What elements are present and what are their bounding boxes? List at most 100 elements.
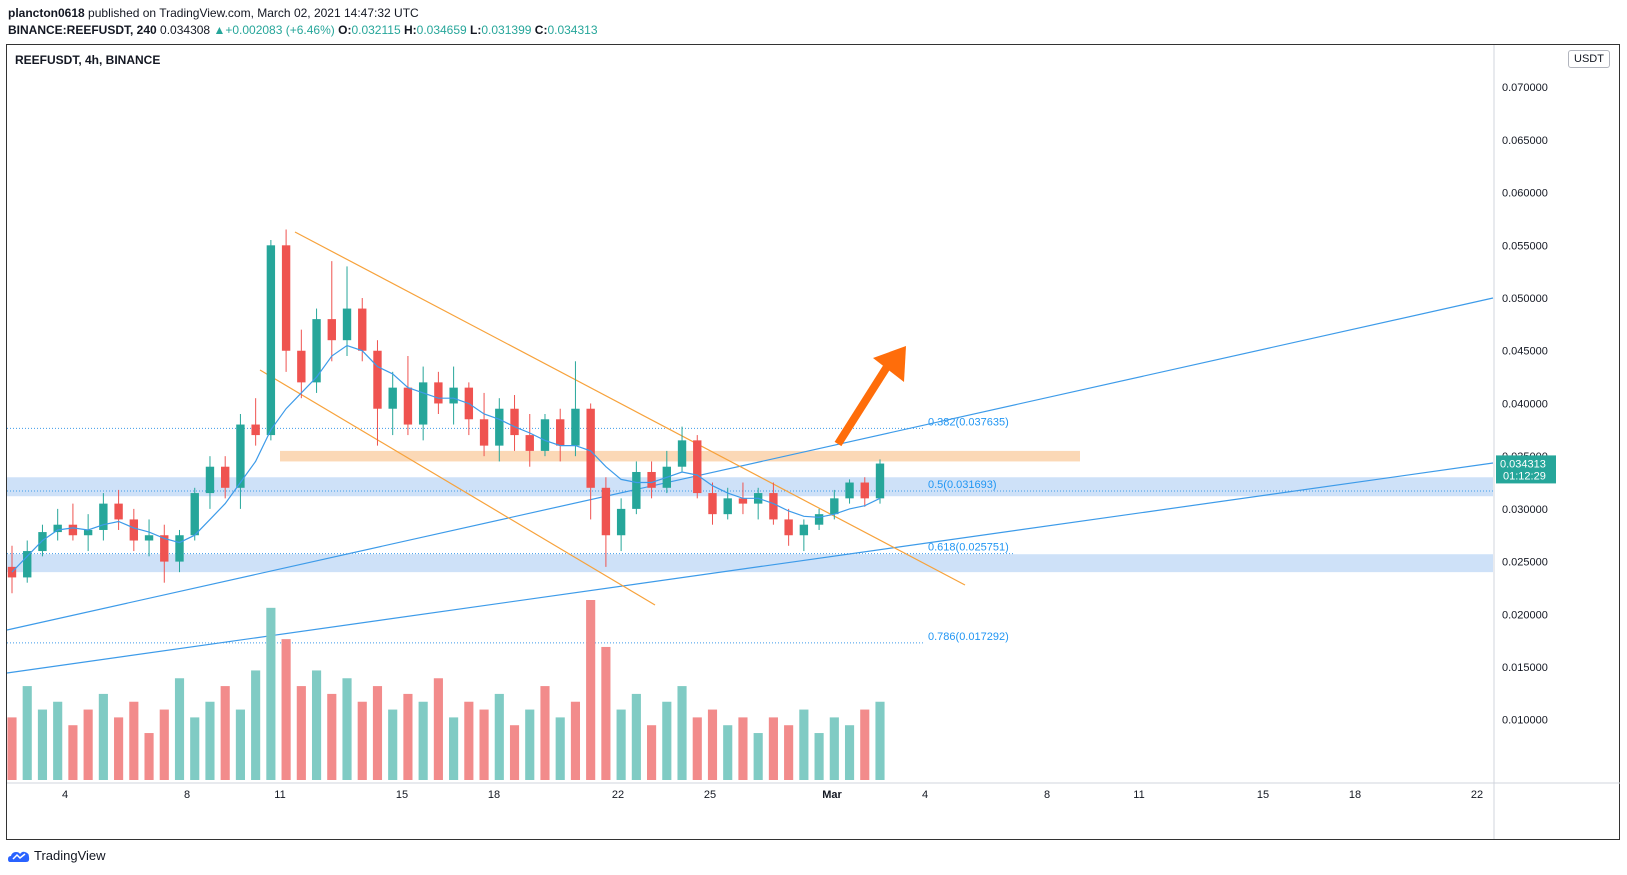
volume-bar (662, 701, 672, 780)
up-arrow-icon: ▲ (213, 23, 226, 37)
price-tick-label: 0.045000 (1502, 346, 1548, 358)
price-tick-label: 0.040000 (1502, 398, 1548, 410)
candle-body (616, 508, 626, 536)
candle-body (281, 245, 291, 351)
candle-body (845, 482, 854, 499)
candle-body (708, 493, 717, 515)
volume-bar (403, 693, 413, 780)
volume-bar (875, 701, 885, 780)
tradingview-cloud-icon (8, 851, 30, 862)
close-value: 0.034313 (547, 23, 598, 37)
candle-body (251, 424, 260, 436)
volume-bar (570, 701, 581, 780)
time-tick-label: Mar (822, 789, 842, 801)
volume-bar (22, 686, 32, 780)
candle-body (723, 498, 732, 515)
volume-bar (464, 701, 474, 780)
open-label: O: (338, 23, 352, 37)
volume-bar (738, 717, 748, 780)
volume-bar (190, 717, 200, 780)
candle-body (495, 408, 504, 446)
volume-bar (159, 709, 169, 780)
candle-body (114, 503, 123, 520)
volume-bar (540, 686, 550, 780)
price-change: +0.002083 (+6.46%) (225, 23, 335, 37)
candle-body (38, 532, 47, 552)
volume-bar (372, 686, 383, 780)
volume-bar (68, 725, 78, 780)
candle-body (205, 466, 215, 494)
price-tick-label: 0.050000 (1502, 293, 1548, 305)
low-value: 0.031399 (481, 23, 532, 37)
time-tick-label: 15 (396, 789, 408, 801)
volume-bar (37, 709, 48, 780)
candle-body (129, 519, 139, 541)
close-label: C: (534, 23, 548, 37)
volume-bar (449, 717, 459, 780)
price-tick-label: 0.030000 (1502, 504, 1548, 516)
price-tick-label: 0.060000 (1502, 188, 1548, 200)
volume-bar (342, 678, 352, 780)
candle-body (373, 350, 382, 409)
candle-body (556, 419, 565, 446)
volume-bar (784, 725, 794, 780)
volume-bar (7, 717, 17, 780)
publish-line: plancton0618 published on TradingView.co… (8, 6, 419, 20)
volume-bar (616, 709, 626, 780)
volume-bar (205, 701, 215, 780)
volume-bar (266, 607, 276, 780)
volume-bar (296, 686, 306, 780)
tradingview-logo[interactable]: TradingView (8, 848, 106, 863)
time-tick-label: 25 (704, 789, 716, 801)
volume-bar (829, 717, 839, 780)
candle-body (814, 514, 824, 525)
time-tick-label: 4 (922, 789, 928, 801)
volume-bar (768, 717, 778, 780)
candle-body (388, 387, 397, 409)
candle-body (799, 524, 809, 536)
price-tick-label: 0.025000 (1502, 557, 1548, 569)
volume-bar (509, 725, 520, 780)
candle-body (632, 471, 641, 509)
candle-body (160, 535, 169, 562)
candle-body (769, 493, 778, 520)
volume-bar (98, 693, 108, 780)
candle-body (738, 498, 748, 504)
candle-body (53, 524, 62, 533)
fib-786-label: 0.786(0.017292) (928, 631, 1009, 643)
time-tick-label: 11 (1133, 789, 1144, 801)
volume-bar (601, 646, 611, 780)
candle-body (221, 466, 230, 488)
logo-text: TradingView (34, 848, 106, 863)
time-tick-label: 22 (1471, 789, 1483, 801)
ohlc-line: BINANCE:REEFUSDT, 240 0.034308 ▲+0.00208… (8, 23, 598, 37)
time-tick-label: 11 (274, 789, 285, 801)
author-name[interactable]: plancton0618 (8, 6, 85, 20)
candle-body (342, 308, 352, 341)
volume-bar (235, 709, 245, 780)
chart-frame[interactable] (6, 44, 1620, 840)
volume-bar (707, 709, 718, 780)
volume-bar (220, 686, 230, 780)
volume-bar (418, 701, 428, 780)
volume-bar (753, 733, 763, 780)
candle-body (83, 529, 93, 536)
fib-382-label: 0.382(0.037635) (928, 416, 1009, 428)
moving-average-line (11, 344, 881, 573)
volume-bar (281, 639, 291, 780)
candle-body (860, 482, 869, 499)
volume-bar (647, 725, 657, 780)
zone-blue-upper (7, 477, 1493, 497)
low-label: L: (470, 23, 482, 37)
volume-bar (433, 678, 443, 780)
candle-body (327, 319, 336, 341)
channel-lower (259, 369, 656, 606)
price-tick-label: 0.070000 (1502, 82, 1548, 94)
candle-body (784, 519, 793, 536)
time-tick-label: 8 (184, 789, 190, 801)
volume-bar (129, 701, 139, 780)
time-tick-label: 15 (1257, 789, 1269, 801)
candle-body (693, 440, 702, 494)
currency-button[interactable]: USDT (1568, 50, 1610, 68)
